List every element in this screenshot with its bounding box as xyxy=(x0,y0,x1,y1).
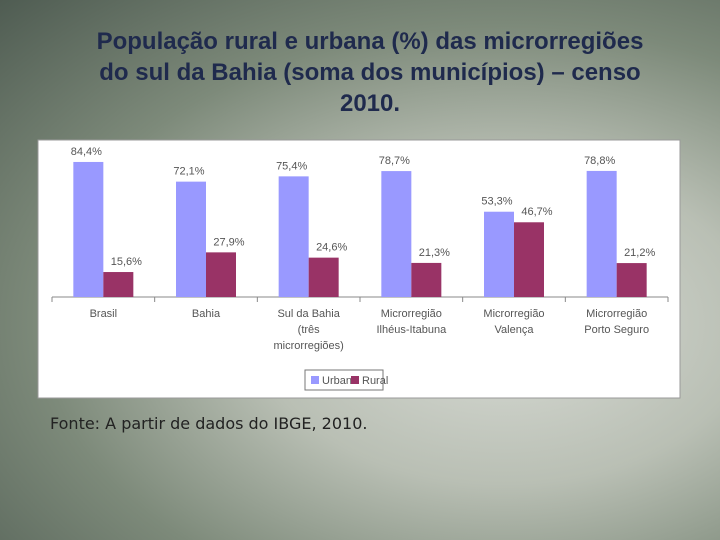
legend-label: Rural xyxy=(362,375,388,387)
value-label: 24,6% xyxy=(316,242,347,254)
bar xyxy=(176,181,206,297)
x-tick-label: Microrregião xyxy=(586,308,647,320)
value-label: 27,9% xyxy=(213,236,244,248)
x-tick-label: Brasil xyxy=(90,308,118,320)
legend-swatch xyxy=(351,376,359,384)
value-label: 21,3% xyxy=(419,247,450,259)
value-label: 75,4% xyxy=(276,160,307,172)
x-tick-label: Microrregião xyxy=(483,308,544,320)
value-label: 72,1% xyxy=(173,166,204,178)
bar xyxy=(484,211,514,297)
bar xyxy=(278,176,309,297)
x-tick-label: Ilhéus-Itabuna xyxy=(376,324,447,336)
x-tick-label: Porto Seguro xyxy=(584,324,649,336)
value-label: 15,6% xyxy=(111,256,142,268)
x-tick-label: Microrregião xyxy=(381,308,442,320)
bar xyxy=(616,263,647,297)
value-label: 53,3% xyxy=(481,196,512,208)
legend-label: Urbana xyxy=(322,375,359,387)
bar xyxy=(586,170,617,297)
legend-swatch xyxy=(311,376,319,384)
x-tick-label: (três xyxy=(298,324,321,336)
chart-area xyxy=(37,139,681,399)
source-note: Fonte: A partir de dados do IBGE, 2010. xyxy=(50,414,368,433)
x-tick-label: Valença xyxy=(495,324,535,336)
bar xyxy=(206,252,236,297)
bar xyxy=(514,222,544,297)
value-label: 78,7% xyxy=(379,155,410,167)
value-label: 84,4% xyxy=(71,146,102,158)
x-tick-label: microrregiões) xyxy=(274,340,344,352)
value-label: 78,8% xyxy=(584,155,615,167)
bar xyxy=(381,171,412,297)
legend-box xyxy=(304,369,384,391)
bar xyxy=(308,257,339,297)
x-tick-label: Bahia xyxy=(192,308,221,320)
slide-title: População rural e urbana (%) das microrr… xyxy=(96,28,644,117)
value-label: 46,7% xyxy=(521,206,552,218)
value-label: 21,2% xyxy=(624,247,655,259)
bar xyxy=(411,262,442,297)
bar xyxy=(103,272,134,297)
bar xyxy=(73,161,104,297)
x-tick-label: Sul da Bahia xyxy=(277,308,340,320)
